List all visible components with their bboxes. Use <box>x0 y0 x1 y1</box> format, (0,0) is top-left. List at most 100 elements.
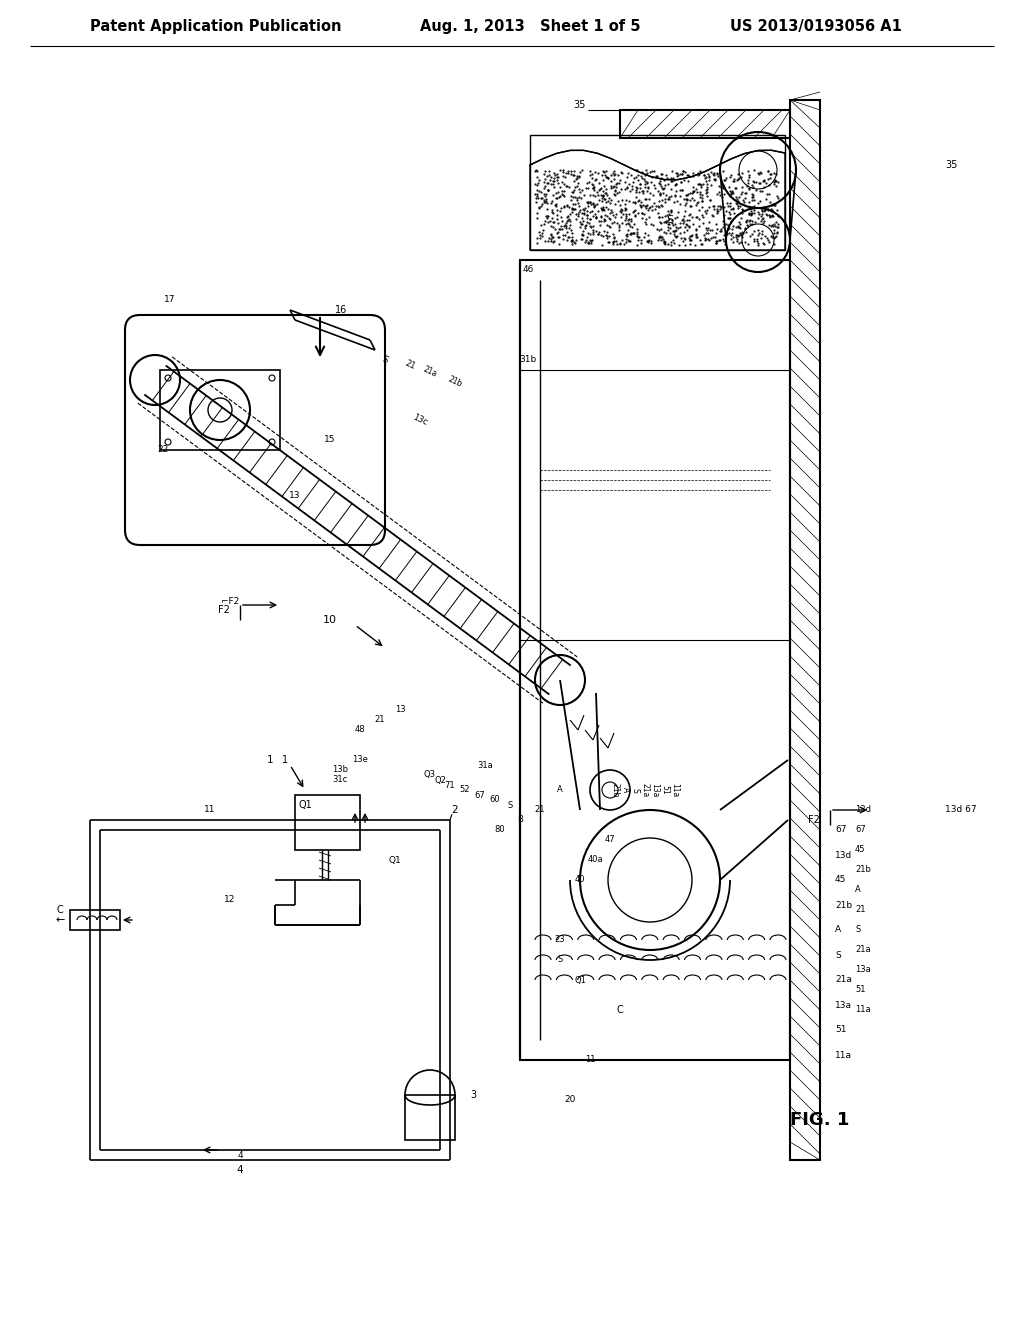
Text: 21b: 21b <box>835 900 852 909</box>
Text: 23: 23 <box>555 936 565 945</box>
Text: Q1: Q1 <box>389 855 401 865</box>
Text: 13a: 13a <box>855 965 870 974</box>
Bar <box>620 110 790 139</box>
Text: Q2: Q2 <box>434 776 445 784</box>
Text: 11a: 11a <box>671 783 680 797</box>
Polygon shape <box>530 150 785 249</box>
Text: Patent Application Publication: Patent Application Publication <box>90 20 341 34</box>
FancyBboxPatch shape <box>125 315 385 545</box>
Text: 11a: 11a <box>855 1006 870 1015</box>
Text: A: A <box>557 785 563 795</box>
Text: 67: 67 <box>475 791 485 800</box>
Text: S: S <box>381 355 389 366</box>
Text: 11: 11 <box>585 1056 595 1064</box>
Text: C: C <box>616 1005 624 1015</box>
Text: 13e: 13e <box>352 755 368 764</box>
Text: 67: 67 <box>855 825 865 834</box>
Text: Q1: Q1 <box>574 975 586 985</box>
Text: 16: 16 <box>335 305 347 315</box>
Text: A: A <box>621 787 630 792</box>
Text: F2: F2 <box>808 814 820 825</box>
Text: 51: 51 <box>855 986 865 994</box>
Text: C: C <box>56 906 63 915</box>
Circle shape <box>269 375 275 381</box>
Text: 51: 51 <box>835 1026 847 1035</box>
Text: 60: 60 <box>489 796 501 804</box>
Bar <box>790 100 820 1160</box>
Text: ⌐F2: ⌐F2 <box>221 598 240 606</box>
Text: 13c: 13c <box>412 413 429 428</box>
Text: 13: 13 <box>289 491 301 499</box>
Text: 13: 13 <box>394 705 406 714</box>
Text: 13d: 13d <box>835 850 852 859</box>
Text: A: A <box>855 886 861 895</box>
Text: 12: 12 <box>224 895 236 904</box>
Text: S: S <box>631 788 640 792</box>
Text: S: S <box>507 800 513 809</box>
Bar <box>70 909 120 931</box>
Text: US 2013/0193056 A1: US 2013/0193056 A1 <box>730 20 902 34</box>
Text: 21a: 21a <box>640 783 649 797</box>
Text: 51: 51 <box>660 785 670 795</box>
Text: 4: 4 <box>238 1151 243 1159</box>
Text: A: A <box>835 925 841 935</box>
Text: 10: 10 <box>323 615 337 624</box>
Text: 20: 20 <box>564 1096 575 1105</box>
Text: 1: 1 <box>266 755 273 766</box>
Text: 22: 22 <box>158 446 169 454</box>
Text: 21: 21 <box>375 715 385 725</box>
Text: 21a: 21a <box>855 945 870 954</box>
Text: 21b: 21b <box>446 375 464 389</box>
Text: 52: 52 <box>460 785 470 795</box>
Text: 2: 2 <box>452 805 459 814</box>
Bar <box>160 370 280 450</box>
Text: 21: 21 <box>535 805 545 814</box>
Text: Q1: Q1 <box>298 800 312 810</box>
Text: Q3: Q3 <box>424 771 436 780</box>
Text: 13b: 13b <box>332 766 348 775</box>
Text: 21: 21 <box>855 906 865 915</box>
Text: 21: 21 <box>403 359 417 371</box>
Text: 45: 45 <box>855 846 865 854</box>
Text: 45: 45 <box>835 875 847 884</box>
Text: FIG. 1: FIG. 1 <box>791 1111 850 1129</box>
Text: 21b: 21b <box>855 866 870 874</box>
Text: 13a: 13a <box>650 783 659 797</box>
Text: S: S <box>557 956 562 965</box>
Text: 11a: 11a <box>835 1051 852 1060</box>
Text: 47: 47 <box>605 836 615 845</box>
Text: 31c: 31c <box>333 776 347 784</box>
Circle shape <box>269 440 275 445</box>
Text: 80: 80 <box>495 825 505 834</box>
Text: 4: 4 <box>237 1166 244 1175</box>
Text: 15: 15 <box>325 436 336 445</box>
Text: 35: 35 <box>573 100 586 110</box>
Circle shape <box>165 440 171 445</box>
Bar <box>520 260 790 1060</box>
Text: 35: 35 <box>945 160 957 170</box>
Text: 21b: 21b <box>610 783 620 797</box>
Bar <box>295 795 360 850</box>
Text: 21a: 21a <box>835 975 852 985</box>
Bar <box>530 135 785 249</box>
Text: S: S <box>667 215 674 224</box>
Text: 1: 1 <box>282 755 288 766</box>
Text: 40: 40 <box>574 875 586 884</box>
Text: 3: 3 <box>470 1090 476 1100</box>
Text: S: S <box>855 925 860 935</box>
Text: 31b: 31b <box>519 355 537 364</box>
Text: Aug. 1, 2013   Sheet 1 of 5: Aug. 1, 2013 Sheet 1 of 5 <box>420 20 640 34</box>
Text: F2: F2 <box>218 605 230 615</box>
Text: 13a: 13a <box>835 1001 852 1010</box>
Text: 46: 46 <box>522 265 534 275</box>
Text: S: S <box>835 950 841 960</box>
Text: 67: 67 <box>835 825 847 834</box>
Text: 71: 71 <box>444 780 456 789</box>
Text: 40a: 40a <box>587 855 603 865</box>
Text: 21a: 21a <box>422 364 438 379</box>
Circle shape <box>165 375 171 381</box>
Text: 31a: 31a <box>477 760 493 770</box>
Bar <box>406 1096 455 1140</box>
Text: 13d 67: 13d 67 <box>945 805 977 814</box>
Text: B: B <box>517 816 523 825</box>
